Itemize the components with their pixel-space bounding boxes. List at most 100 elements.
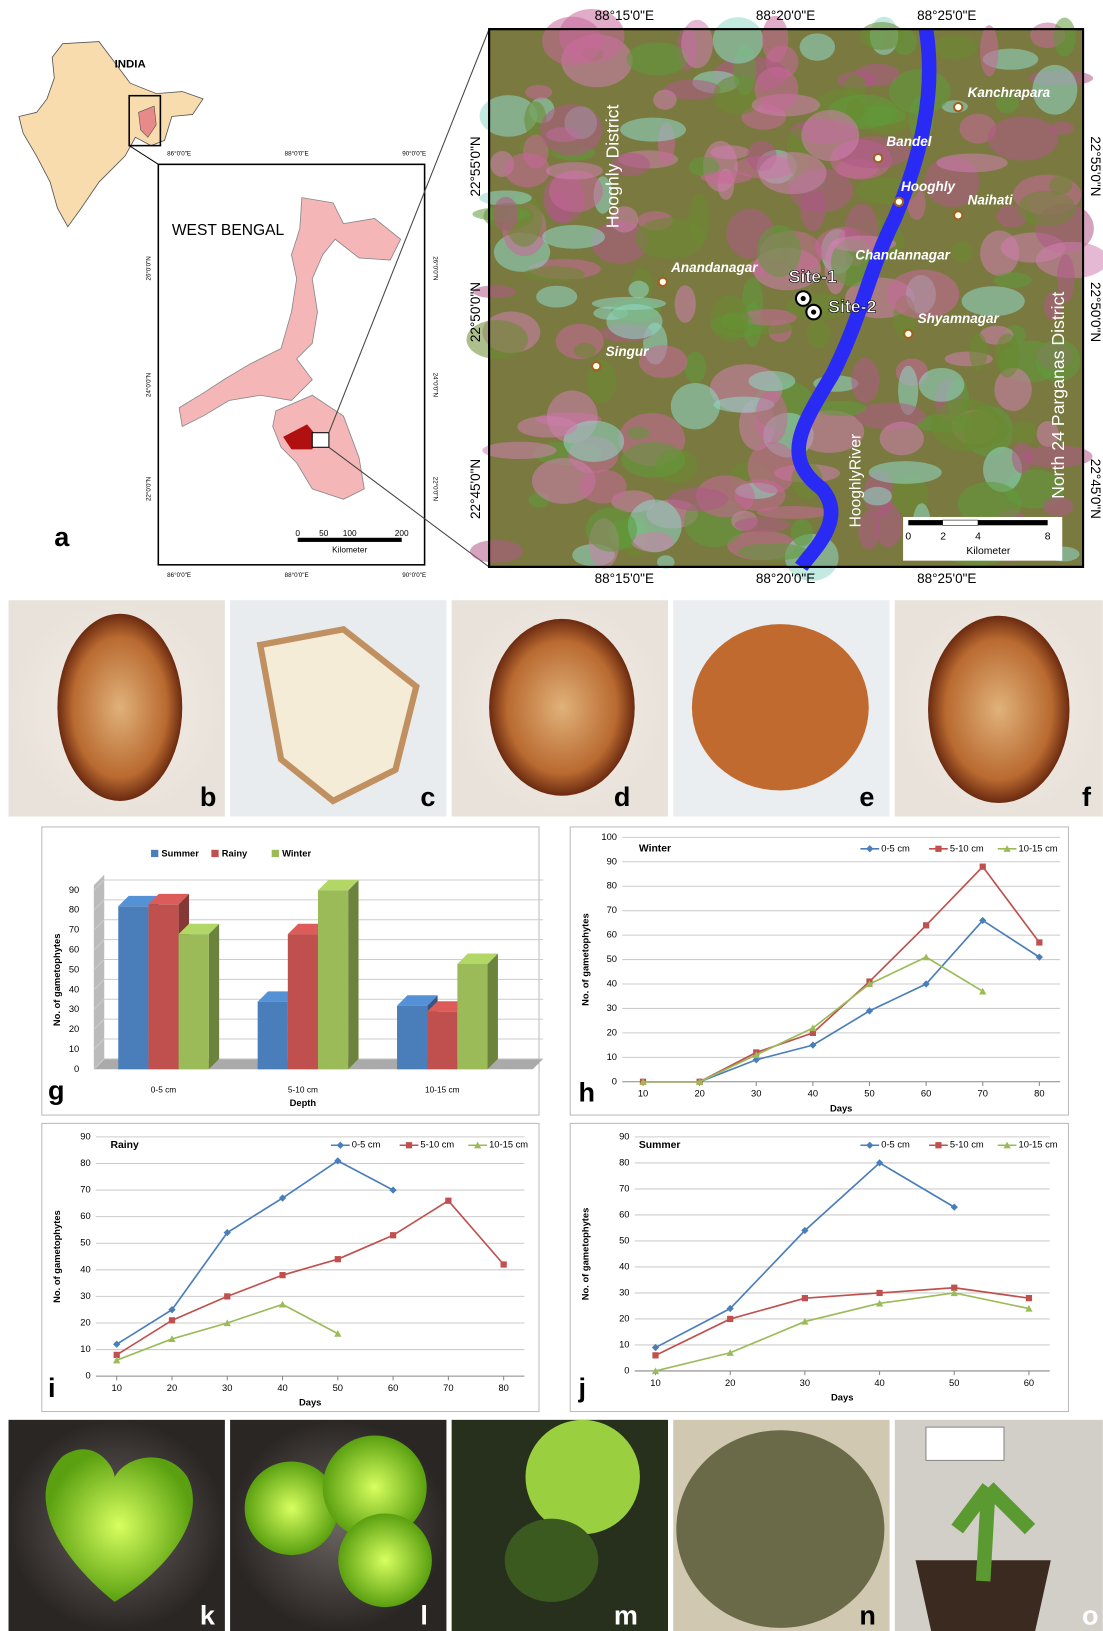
marker [935, 846, 941, 852]
place-dot [954, 103, 962, 111]
x-tick-label: 50 [864, 1089, 874, 1099]
texture [621, 442, 685, 478]
texture [579, 470, 626, 504]
y-tick-label: 0 [624, 1365, 629, 1375]
y-tick-label: 40 [69, 984, 79, 994]
lat-tick: 22°50'0"N [1088, 282, 1103, 342]
texture [668, 488, 728, 511]
panel-label: n [859, 1601, 876, 1631]
texture [859, 22, 904, 50]
panel-label: c [420, 782, 435, 812]
texture [635, 218, 704, 259]
y-axis-label: No. of gametophytes [52, 1210, 62, 1303]
place-dot [659, 278, 667, 286]
lon-tick: 88°15'0"E [595, 8, 654, 23]
place-label: Naihati [968, 192, 1013, 207]
y-tick-label: 30 [619, 1287, 629, 1297]
y-tick-label: 30 [607, 1003, 617, 1013]
marker [923, 922, 929, 928]
texture [631, 532, 673, 552]
texture [546, 162, 603, 179]
x-tick-label: 50 [949, 1378, 959, 1388]
lat-tick: 22°45'0"N [1088, 459, 1103, 519]
legend-label: Summer [161, 848, 199, 858]
x-tick-label: 20 [167, 1383, 177, 1393]
site-marker [811, 309, 816, 314]
lat-tick: 26°0'0"N [146, 256, 153, 280]
y-tick-label: 60 [619, 1209, 629, 1219]
x-tick-label: 10-15 cm [425, 1084, 460, 1094]
texture [951, 241, 973, 262]
lat-tick: 26°0'0"N [431, 256, 438, 280]
chart-title: Winter [639, 844, 671, 855]
lon-tick: 86°0'0"E [167, 151, 191, 158]
x-tick-label: 10 [650, 1378, 660, 1388]
bar [397, 1006, 427, 1070]
legend-label: 5-10 cm [950, 1140, 984, 1150]
y-axis-label: No. of gametophytes [52, 934, 62, 1027]
panel-label: d [614, 782, 631, 812]
panel-label: m [614, 1601, 638, 1631]
x-tick-label: 20 [694, 1089, 704, 1099]
texture [806, 320, 830, 349]
district-label: North 24 Parganas District [1048, 292, 1068, 499]
y-tick-label: 20 [607, 1027, 617, 1037]
y-tick-label: 70 [69, 925, 79, 935]
marker [935, 1142, 941, 1148]
texture [748, 442, 798, 493]
site-marker [801, 296, 806, 301]
spore-photos [9, 600, 1103, 816]
panel-label: o [1082, 1601, 1099, 1631]
texture [800, 33, 835, 60]
scale-unit: Kilometer [966, 546, 1010, 557]
y-tick-label: 0 [85, 1371, 90, 1381]
marker [802, 1295, 808, 1301]
texture [1018, 191, 1075, 227]
scale-unit: Kilometer [332, 544, 367, 554]
lon-tick: 88°25'0"E [917, 571, 976, 586]
lon-tick: 88°20'0"E [756, 571, 815, 586]
y-tick-label: 20 [80, 1317, 90, 1327]
lon-tick: 88°15'0"E [595, 571, 654, 586]
y-tick-label: 40 [80, 1264, 90, 1274]
panel-label: f [1082, 782, 1092, 812]
y-tick-label: 70 [619, 1183, 629, 1193]
place-label: Chandannagar [855, 247, 950, 262]
marker [279, 1272, 285, 1278]
y-tick-label: 70 [80, 1185, 90, 1195]
x-tick-label: 80 [498, 1383, 508, 1393]
y-tick-label: 60 [69, 944, 79, 954]
texture [995, 334, 1020, 378]
scale-tick: 2 [940, 531, 946, 542]
scale-bar [943, 520, 978, 525]
y-tick-label: 40 [607, 978, 617, 988]
texture [653, 90, 676, 110]
place-label: Bandel [886, 134, 931, 149]
map-label: INDIA [115, 59, 146, 71]
texture [980, 25, 998, 76]
legend-label: 0-5 cm [352, 1140, 381, 1150]
bar [288, 934, 318, 1069]
legend-label: 10-15 cm [1019, 843, 1058, 853]
lon-tick: 88°20'0"E [756, 8, 815, 23]
lat-tick: 22°45'0"N [468, 459, 483, 519]
texture [540, 104, 603, 155]
texture [675, 285, 696, 323]
panel-label: l [420, 1601, 428, 1631]
x-tick-label: 30 [222, 1383, 232, 1393]
y-tick-label: 50 [619, 1235, 629, 1245]
x-tick-label: 60 [388, 1383, 398, 1393]
texture [573, 343, 596, 358]
place-dot [904, 330, 912, 338]
lon-tick: 88°0'0"E [285, 572, 309, 579]
chart-title: Summer [639, 1140, 681, 1151]
texture [671, 383, 720, 429]
y-tick-label: 80 [69, 905, 79, 915]
x-axis-label: Days [830, 1103, 852, 1113]
scale-tick: 8 [1045, 531, 1051, 542]
lon-tick: 90°0'0"E [402, 151, 426, 158]
texture [713, 17, 764, 63]
texture [969, 333, 987, 371]
place-label: Kanchrapara [968, 85, 1051, 100]
texture [930, 399, 1000, 451]
